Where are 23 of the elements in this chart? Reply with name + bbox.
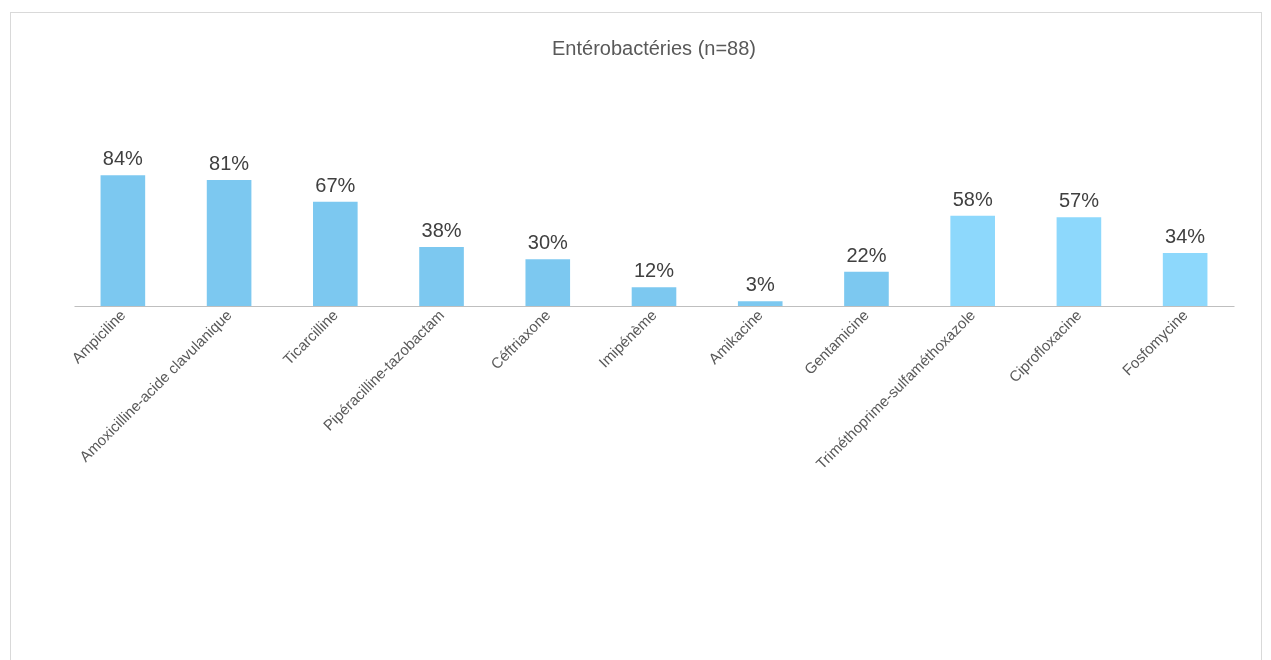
data-label: 12% bbox=[633, 259, 675, 282]
data-label: 34% bbox=[1165, 225, 1206, 248]
bar bbox=[844, 271, 889, 306]
data-label: 38% bbox=[421, 218, 462, 241]
bar bbox=[1162, 253, 1208, 306]
data-label: 58% bbox=[952, 187, 993, 210]
bar bbox=[206, 180, 252, 306]
data-label: 81% bbox=[209, 152, 250, 174]
bar bbox=[419, 246, 464, 306]
data-label: 84% bbox=[102, 147, 144, 170]
data-label: 67% bbox=[315, 173, 356, 196]
bar bbox=[737, 301, 783, 306]
data-label: 3% bbox=[745, 273, 775, 296]
bar bbox=[631, 287, 677, 306]
bar bbox=[1056, 217, 1102, 306]
bar bbox=[950, 215, 995, 306]
data-label: 30% bbox=[527, 231, 568, 254]
data-label: 57% bbox=[1058, 189, 1100, 212]
data-label: 22% bbox=[846, 243, 887, 266]
bar bbox=[100, 175, 146, 306]
chart-title: Entérobactéries (n=88) bbox=[551, 37, 757, 60]
bar bbox=[525, 259, 571, 306]
bar bbox=[313, 201, 358, 306]
